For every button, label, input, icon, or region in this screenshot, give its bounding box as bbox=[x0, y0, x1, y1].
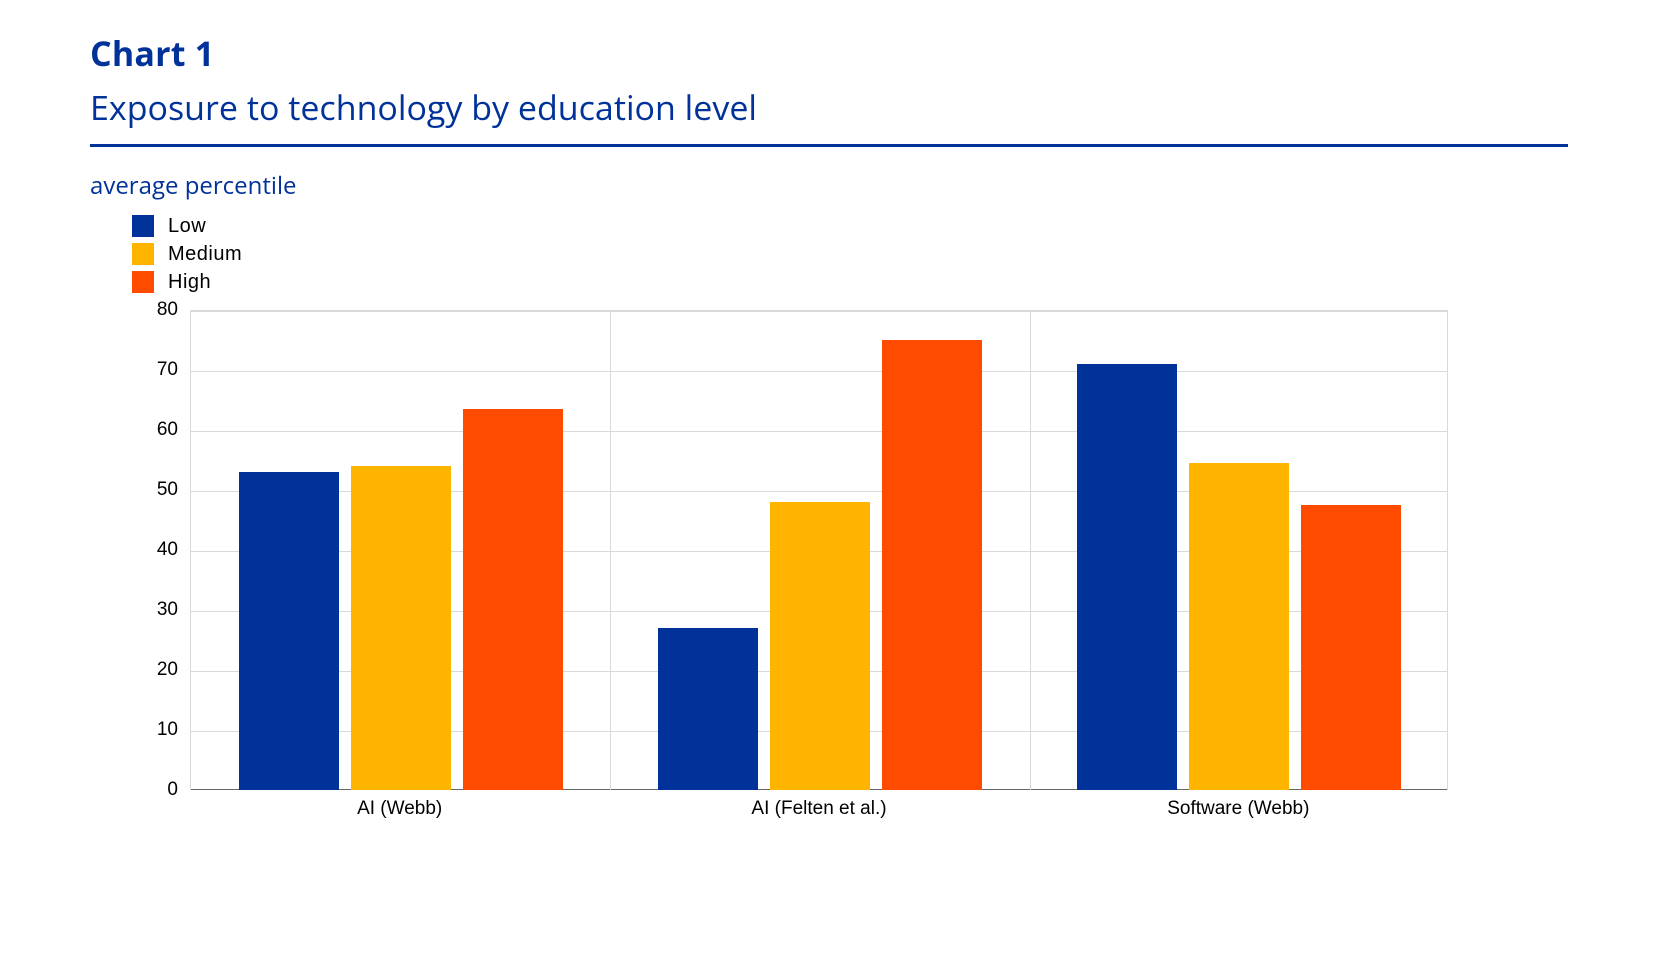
header-rule bbox=[90, 144, 1568, 147]
x-axis-labels: AI (Webb) AI (Felten et al.) Software (Web… bbox=[190, 790, 1448, 830]
y-axis-title: average percentile bbox=[90, 169, 1568, 202]
legend-label: Low bbox=[168, 215, 206, 238]
bar bbox=[463, 409, 563, 790]
plot-wrap: 01020304050607080 AI (Webb)AI (Felten et… bbox=[90, 310, 1568, 830]
y-tick-label: 20 bbox=[138, 659, 178, 681]
category-separator bbox=[1030, 311, 1031, 790]
legend-swatch bbox=[132, 215, 154, 237]
y-tick-label: 10 bbox=[138, 719, 178, 741]
bar bbox=[1077, 364, 1177, 790]
y-tick-label: 40 bbox=[138, 539, 178, 561]
chart-number: Chart 1 bbox=[90, 30, 1568, 76]
x-category-label: AI (Webb) bbox=[357, 798, 442, 820]
bar bbox=[1189, 463, 1289, 790]
gridline bbox=[191, 311, 1447, 312]
x-category-label: Software (Webb) bbox=[1167, 798, 1309, 820]
gridline bbox=[191, 431, 1447, 432]
legend-label: Medium bbox=[168, 243, 242, 266]
page-root: Chart 1 Exposure to technology by educat… bbox=[0, 0, 1658, 966]
bar bbox=[770, 502, 870, 790]
legend-item: Low bbox=[132, 212, 1568, 240]
y-axis-ticks: 01020304050607080 bbox=[90, 310, 178, 790]
x-category-label: AI (Felten et al.) bbox=[751, 798, 886, 820]
plot-area bbox=[190, 310, 1448, 790]
y-tick-label: 80 bbox=[138, 299, 178, 321]
bar bbox=[239, 472, 339, 790]
legend-swatch bbox=[132, 271, 154, 293]
category-separator bbox=[610, 311, 611, 790]
y-tick-label: 30 bbox=[138, 599, 178, 621]
legend-swatch bbox=[132, 243, 154, 265]
chart-title: Exposure to technology by education leve… bbox=[90, 84, 1568, 130]
bar bbox=[882, 340, 982, 790]
y-tick-label: 60 bbox=[138, 419, 178, 441]
legend-label: High bbox=[168, 271, 211, 294]
y-tick-label: 0 bbox=[138, 779, 178, 801]
bar bbox=[658, 628, 758, 790]
legend: Low Medium High bbox=[132, 212, 1568, 296]
bar bbox=[1301, 505, 1401, 790]
y-tick-label: 70 bbox=[138, 359, 178, 381]
legend-item: Medium bbox=[132, 240, 1568, 268]
y-tick-label: 50 bbox=[138, 479, 178, 501]
legend-item: High bbox=[132, 268, 1568, 296]
gridline bbox=[191, 371, 1447, 372]
bar bbox=[351, 466, 451, 790]
